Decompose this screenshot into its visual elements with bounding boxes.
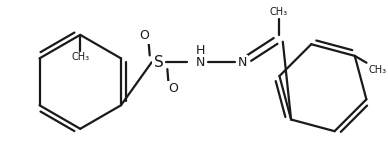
Text: O: O <box>139 29 149 42</box>
Text: N: N <box>196 56 205 69</box>
Text: CH₃: CH₃ <box>369 65 386 75</box>
Text: CH₃: CH₃ <box>270 7 288 17</box>
Text: S: S <box>154 55 163 70</box>
Text: CH₃: CH₃ <box>71 53 89 62</box>
Text: N: N <box>238 56 248 69</box>
Text: O: O <box>168 82 178 95</box>
Text: H: H <box>196 44 205 57</box>
